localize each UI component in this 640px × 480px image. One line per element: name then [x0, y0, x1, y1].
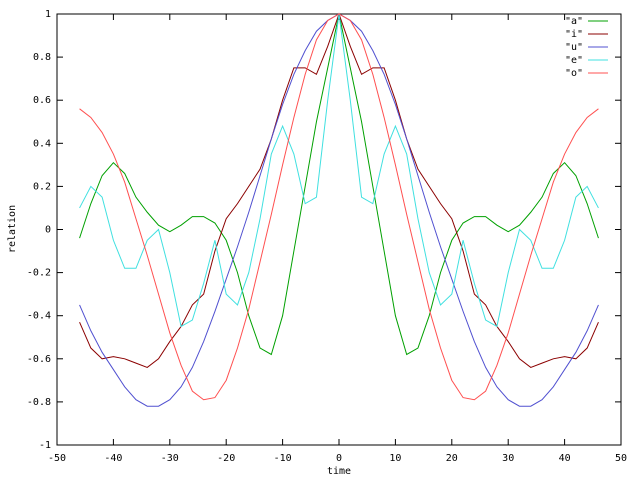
legend-label: "i": [565, 29, 583, 40]
plot-border: [56, 13, 622, 446]
x-tick-label: 20: [446, 453, 458, 464]
x-axis-label: time: [327, 466, 351, 477]
series-line: [79, 13, 599, 407]
y-tick-label: -0.2: [27, 268, 51, 279]
legend-label: "e": [565, 55, 583, 66]
y-tick-label: 0.4: [33, 138, 51, 149]
x-tick-label: -40: [104, 453, 122, 464]
series-line: [79, 13, 599, 356]
x-tick-label: -10: [274, 453, 292, 464]
y-tick-label: 0.2: [33, 181, 51, 192]
x-tick-label: -20: [217, 453, 235, 464]
series-line: [79, 13, 599, 401]
y-tick-label: 1: [45, 9, 51, 20]
y-tick-label: -0.4: [27, 311, 51, 322]
x-tick-label: 10: [389, 453, 401, 464]
y-tick-label: 0: [45, 225, 51, 236]
y-tick-label: -0.8: [27, 397, 51, 408]
y-tick-label: -1: [39, 440, 51, 451]
y-tick-label: -0.6: [27, 354, 51, 365]
legend-label: "u": [565, 42, 583, 53]
x-tick-label: -50: [48, 453, 66, 464]
y-axis-label: relation: [7, 205, 18, 253]
x-tick-label: 0: [336, 453, 342, 464]
legend-label: "o": [565, 68, 583, 79]
y-tick-label: 0.6: [33, 95, 51, 106]
x-tick-label: 50: [615, 453, 627, 464]
y-tick-label: 0.8: [33, 52, 51, 63]
x-tick-label: -30: [161, 453, 179, 464]
series-line: [79, 13, 599, 328]
x-tick-label: 30: [502, 453, 514, 464]
x-tick-label: 40: [559, 453, 571, 464]
legend-label: "a": [565, 16, 583, 27]
series-line: [79, 12, 599, 368]
